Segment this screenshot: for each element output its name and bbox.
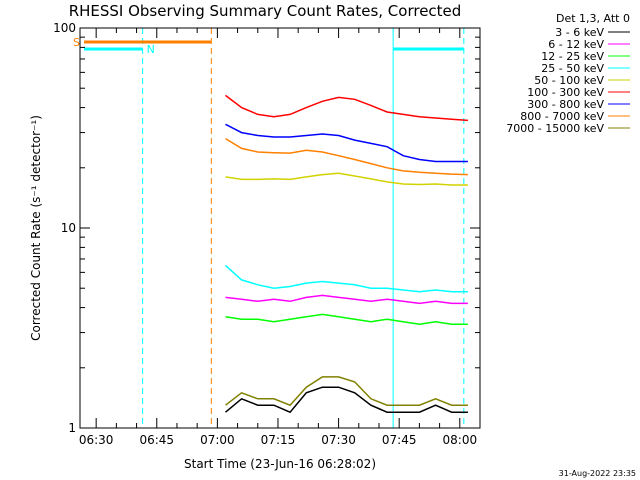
x-tick-label-5: 07:45 — [382, 433, 417, 447]
x-tick-label-2: 07:00 — [200, 433, 235, 447]
y-axis-label: Corrected Count Rate (s⁻¹ detector⁻¹) — [29, 115, 43, 341]
timestamp: 31-Aug-2022 23:35 — [559, 469, 636, 478]
legend-header: Det 1,3, Att 0 — [556, 12, 630, 25]
x-axis: 06:30 06:45 07:00 07:15 07:30 07:45 08:00 — [79, 28, 481, 447]
plot-frame — [79, 27, 481, 429]
annotation-bars: SN — [73, 36, 464, 56]
legend-entry-4: 50 - 100 keV — [534, 74, 604, 87]
series-line-2 — [225, 313, 468, 326]
x-tick-label-6: 08:00 — [443, 433, 478, 447]
series-line-6 — [225, 123, 468, 163]
series-line-5 — [225, 94, 468, 122]
series-line-7 — [225, 137, 468, 176]
y-tick-label-0: 1 — [68, 421, 76, 435]
y-tick-label-2: 100 — [53, 21, 76, 35]
legend-entry-2: 12 - 25 keV — [541, 50, 604, 63]
x-tick-label-0: 06:30 — [79, 433, 114, 447]
annotation-label-0: S — [73, 36, 80, 49]
x-tick-label-4: 07:30 — [321, 433, 356, 447]
y-axis: 1 10 100 — [53, 21, 480, 435]
vertical-markers — [142, 28, 465, 428]
legend-entry-1: 6 - 12 keV — [548, 38, 604, 51]
series-line-8 — [225, 376, 468, 407]
chart-title: RHESSI Observing Summary Count Rates, Co… — [69, 2, 462, 20]
x-tick-label-3: 07:15 — [261, 433, 296, 447]
legend-entry-5: 100 - 300 keV — [527, 86, 604, 99]
series-line-4 — [225, 172, 468, 186]
series-line-0 — [225, 386, 468, 414]
legend-entry-3: 25 - 50 keV — [541, 62, 604, 75]
legend-entry-0: 3 - 6 keV — [555, 26, 604, 39]
x-axis-label: Start Time (23-Jun-16 06:28:02) — [184, 457, 376, 471]
series-line-1 — [225, 294, 468, 305]
legend-entry-7: 800 - 7000 keV — [520, 110, 604, 123]
legend-entry-8: 7000 - 15000 keV — [506, 122, 604, 135]
legend-entry-6: 300 - 800 keV — [527, 98, 604, 111]
series-group — [224, 94, 468, 414]
y-tick-label-1: 10 — [61, 221, 76, 235]
x-tick-label-1: 06:45 — [139, 433, 174, 447]
series-line-3 — [224, 264, 468, 293]
annotation-label-1: N — [147, 43, 155, 56]
